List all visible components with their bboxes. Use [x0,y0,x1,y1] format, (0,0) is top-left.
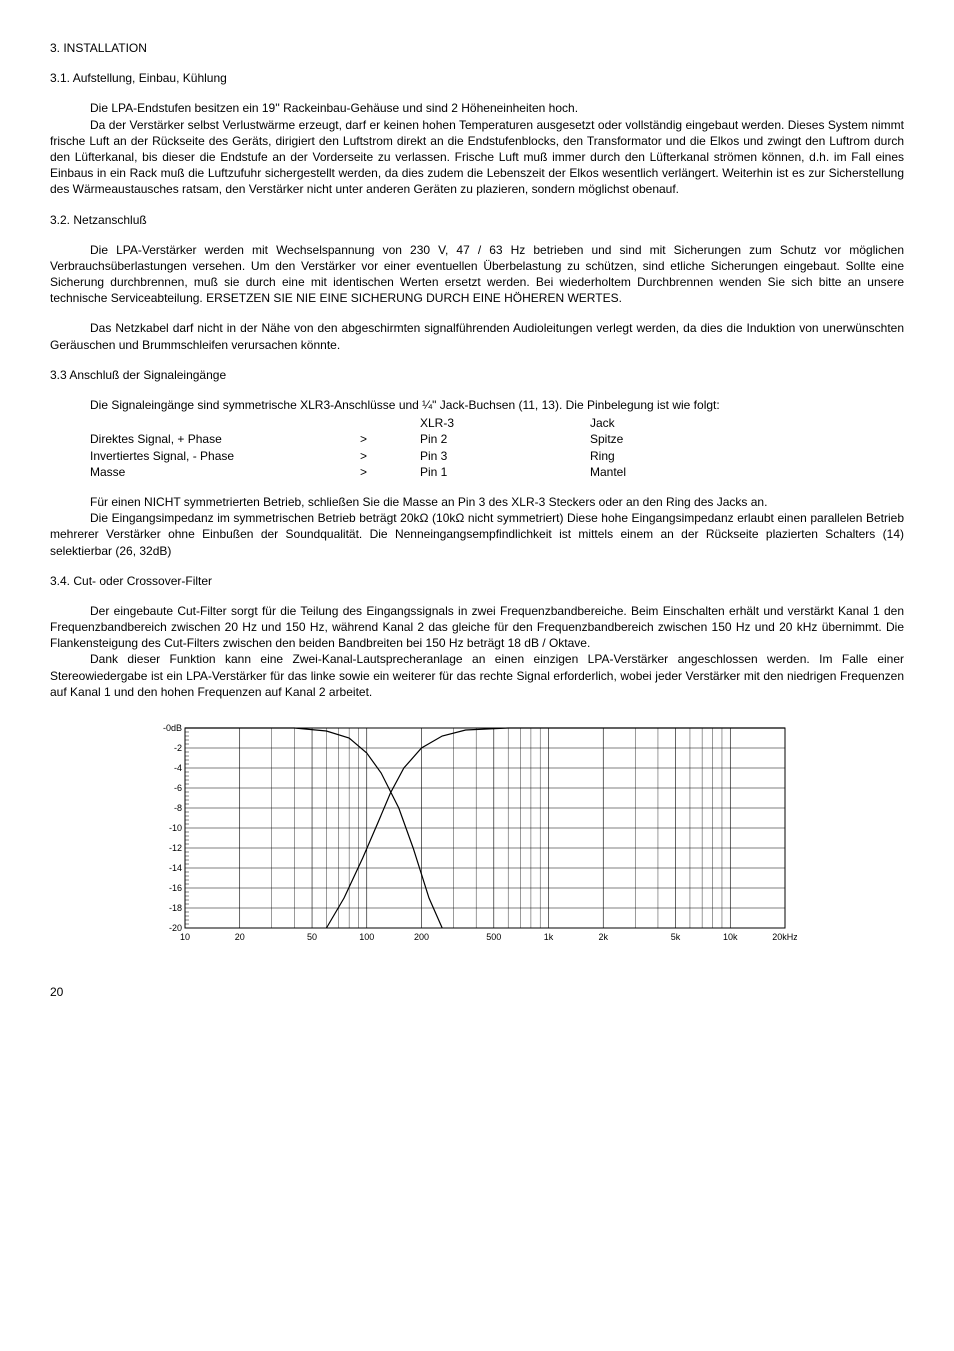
pin-assignment-table: XLR-3 Jack Direktes Signal, + Phase > Pi… [90,415,710,480]
table-cell: Pin 2 [420,431,590,447]
svg-text:2k: 2k [598,932,608,942]
svg-text:-8: -8 [174,803,182,813]
svg-text:20kHz: 20kHz [772,932,797,942]
svg-text:-6: -6 [174,783,182,793]
table-cell: Mantel [590,464,710,480]
page-number: 20 [50,984,904,1000]
svg-text:5k: 5k [671,932,681,942]
body-text: Die LPA-Verstärker werden mit Wechselspa… [50,242,904,307]
subsection-heading: 3.3 Anschluß der Signaleingänge [50,367,904,383]
body-text: Das Netzkabel darf nicht in der Nähe von… [50,320,904,352]
table-cell: Pin 3 [420,448,590,464]
svg-text:-12: -12 [169,843,182,853]
body-text: Die Eingangsimpedanz im symmetrischen Be… [50,510,904,559]
table-row: Invertiertes Signal, - Phase > Pin 3 Rin… [90,448,710,464]
table-cell: > [360,464,420,480]
table-cell: Masse [90,464,360,480]
body-text: Die Signaleingänge sind symmetrische XLR… [50,397,904,413]
svg-text:-14: -14 [169,863,182,873]
section-heading: 3. INSTALLATION [50,40,904,56]
table-cell: Invertiertes Signal, - Phase [90,448,360,464]
subsection-heading: 3.1. Aufstellung, Einbau, Kühlung [50,70,904,86]
body-text: Für einen NICHT symmetrierten Betrieb, s… [50,494,904,510]
table-cell: Direktes Signal, + Phase [90,431,360,447]
subsection-heading: 3.4. Cut- oder Crossover-Filter [50,573,904,589]
body-text: Die LPA-Endstufen besitzen ein 19'' Rack… [50,100,904,116]
body-text: Der eingebaute Cut-Filter sorgt für die … [50,603,904,652]
svg-text:500: 500 [486,932,501,942]
svg-text:-0dB: -0dB [163,723,182,733]
svg-text:-18: -18 [169,903,182,913]
table-cell: Pin 1 [420,464,590,480]
chart-svg: -0dB-2-4-6-8-10-12-14-16-18-201020501002… [157,720,797,950]
table-cell: > [360,448,420,464]
body-text: Dank dieser Funktion kann eine Zwei-Kana… [50,651,904,700]
table-header-cell: Jack [590,415,710,431]
svg-text:10: 10 [180,932,190,942]
svg-text:50: 50 [307,932,317,942]
table-row: Masse > Pin 1 Mantel [90,464,710,480]
svg-text:-16: -16 [169,883,182,893]
svg-text:-4: -4 [174,763,182,773]
svg-text:200: 200 [414,932,429,942]
body-text: Da der Verstärker selbst Verlustwärme er… [50,117,904,198]
table-cell: > [360,431,420,447]
table-row: XLR-3 Jack [90,415,710,431]
svg-text:-2: -2 [174,743,182,753]
crossover-filter-chart: -0dB-2-4-6-8-10-12-14-16-18-201020501002… [157,720,797,954]
svg-text:1k: 1k [544,932,554,942]
subsection-heading: 3.2. Netzanschluß [50,212,904,228]
table-header-cell: XLR-3 [420,415,590,431]
svg-text:20: 20 [235,932,245,942]
svg-text:100: 100 [359,932,374,942]
svg-text:-10: -10 [169,823,182,833]
table-cell: Ring [590,448,710,464]
svg-text:10k: 10k [723,932,738,942]
table-row: Direktes Signal, + Phase > Pin 2 Spitze [90,431,710,447]
table-cell: Spitze [590,431,710,447]
